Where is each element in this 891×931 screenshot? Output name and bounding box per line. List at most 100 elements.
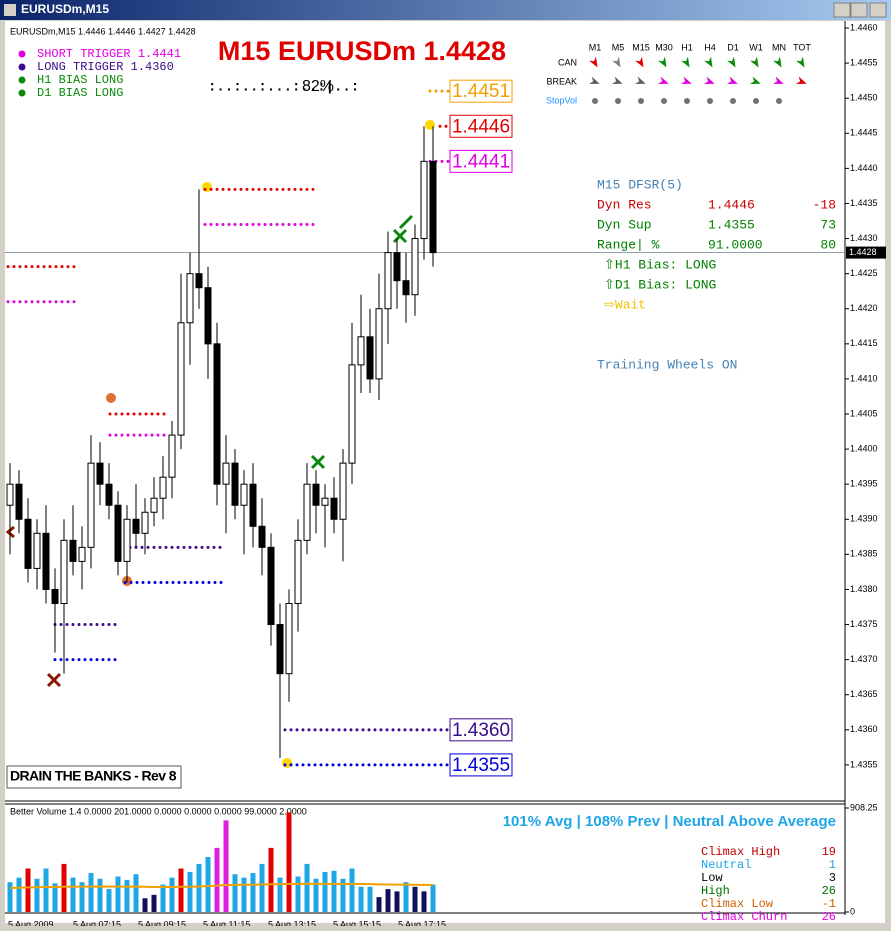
candle-body	[267, 546, 275, 626]
volume-bar	[340, 878, 346, 912]
dfsr-value: 1.4355	[708, 217, 755, 232]
volume-bar	[25, 868, 31, 912]
volume-summary: 101% Avg | 108% Prev | Neutral Above Ave…	[503, 813, 836, 830]
price-tick-label: 1.4415	[850, 338, 878, 348]
signal-dot	[106, 393, 116, 403]
candle-body	[222, 462, 230, 485]
candle-body	[393, 252, 401, 282]
volume-bar	[142, 898, 148, 912]
volume-bar	[268, 847, 274, 912]
stopvol-dot	[638, 98, 644, 104]
signal-column: W1	[749, 42, 763, 52]
signal-arrow	[588, 76, 600, 85]
candle-body	[429, 160, 437, 254]
bid-label: 1.4428	[849, 247, 877, 257]
volume-bar	[124, 879, 130, 912]
training-wheels: Training Wheels ON	[597, 357, 737, 372]
signal-arrow	[612, 56, 621, 68]
signal-column: M5	[612, 42, 625, 52]
candle-body	[69, 539, 77, 562]
volume-bar	[34, 878, 40, 912]
candle-body	[123, 518, 131, 562]
level-box	[449, 149, 513, 173]
legend-label: H1 BIAS LONG	[37, 73, 123, 87]
volume-stat-label: Low	[701, 871, 723, 885]
stopvol-dot	[615, 98, 621, 104]
volume-bar	[250, 873, 256, 912]
candle-body	[24, 518, 32, 569]
candle-body	[321, 497, 329, 506]
headline: M15 EURUSDm 1.4428	[218, 36, 506, 66]
level-box	[449, 718, 513, 742]
signal-column: H4	[704, 42, 716, 52]
volume-bar	[133, 874, 139, 912]
legend-dot	[18, 76, 26, 84]
volume-bar	[115, 876, 121, 912]
volume-bar	[259, 863, 265, 912]
volume-bar	[223, 820, 229, 912]
price-tick-label: 1.4460	[850, 22, 878, 32]
price-tick-label: 1.4430	[850, 233, 878, 243]
stopvol-dot	[661, 98, 667, 104]
volume-bar	[277, 877, 283, 912]
dfsr-title: M15 DFSR(5)	[597, 177, 683, 192]
volume-stat-label: High	[701, 884, 730, 898]
stopvol-dot	[707, 98, 713, 104]
volume-bar	[7, 882, 13, 912]
volume-bar	[349, 868, 355, 912]
time-label: 5 Aug 17:15	[398, 919, 446, 926]
level-box-label: 1.4360	[452, 720, 510, 741]
green-cross	[392, 214, 414, 244]
volume-bar	[169, 877, 175, 912]
price-tick-label: 1.4410	[850, 373, 878, 383]
volume-bar	[106, 889, 112, 912]
level-box-label: 1.4355	[452, 755, 510, 776]
signal-arrow	[750, 56, 759, 68]
volume-bar	[331, 870, 337, 912]
signal-arrow	[772, 76, 784, 85]
signal-arrow	[726, 76, 738, 85]
candle-body	[168, 434, 176, 478]
candle-body	[114, 504, 122, 562]
signal-column: TOT	[793, 42, 811, 52]
minimize-button[interactable]	[833, 2, 851, 18]
price-tick-label: 1.4380	[850, 584, 878, 594]
brand-box	[6, 765, 182, 789]
volume-bar	[196, 863, 202, 912]
signal-arrow	[635, 56, 644, 68]
candle-body	[249, 483, 257, 527]
signal-arrow	[634, 76, 646, 85]
volume-tick-label: 0	[850, 906, 855, 916]
volume-bar	[295, 876, 301, 912]
volume-stat-label: Neutral	[701, 858, 751, 872]
volume-bar	[232, 874, 238, 912]
candle-body	[141, 511, 149, 534]
volume-bar	[160, 884, 166, 912]
dfsr-label: Dyn Sup	[597, 217, 652, 232]
time-label: 5 Aug 07:15	[73, 919, 121, 926]
candle-body	[402, 280, 410, 296]
signal-dot	[282, 758, 292, 768]
price-tick-label: 1.4435	[850, 198, 878, 208]
candle-body	[204, 287, 212, 345]
signal-column: M15	[632, 42, 650, 52]
price-tick-label: 1.4385	[850, 549, 878, 559]
price-tick-label: 1.4355	[850, 759, 878, 769]
dfsr-label: Dyn Res	[597, 197, 652, 212]
candle-body	[294, 539, 302, 604]
window-title: EURUSDm,M15	[21, 2, 109, 16]
price-tick-label: 1.4395	[850, 479, 878, 489]
signal-row: CAN	[558, 57, 577, 67]
price-tick-label: 1.4420	[850, 303, 878, 313]
signal-arrow	[795, 76, 807, 85]
signal-arrow	[589, 56, 598, 68]
dfsr-pips: -18	[813, 197, 836, 212]
candle-body	[285, 602, 293, 675]
volume-bar	[61, 863, 67, 912]
close-button[interactable]	[869, 2, 887, 18]
time-label: 5 Aug 09:15	[138, 919, 186, 926]
maximize-button[interactable]	[850, 2, 868, 18]
volume-stat-value: 26	[822, 884, 836, 898]
window-icon	[4, 4, 16, 16]
volume-stat-value: 19	[822, 845, 836, 859]
